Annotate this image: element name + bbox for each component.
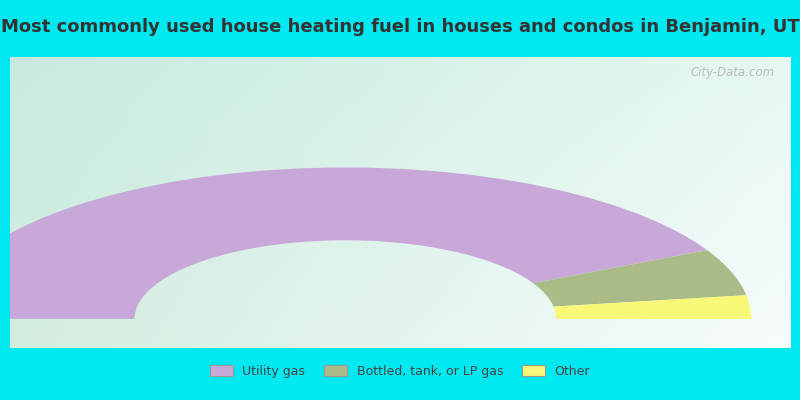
Text: Most commonly used house heating fuel in houses and condos in Benjamin, UT: Most commonly used house heating fuel in… xyxy=(1,18,799,36)
Wedge shape xyxy=(533,250,746,306)
Wedge shape xyxy=(554,295,751,319)
Text: City-Data.com: City-Data.com xyxy=(690,66,774,78)
Legend: Utility gas, Bottled, tank, or LP gas, Other: Utility gas, Bottled, tank, or LP gas, O… xyxy=(205,360,595,383)
Wedge shape xyxy=(0,168,707,319)
